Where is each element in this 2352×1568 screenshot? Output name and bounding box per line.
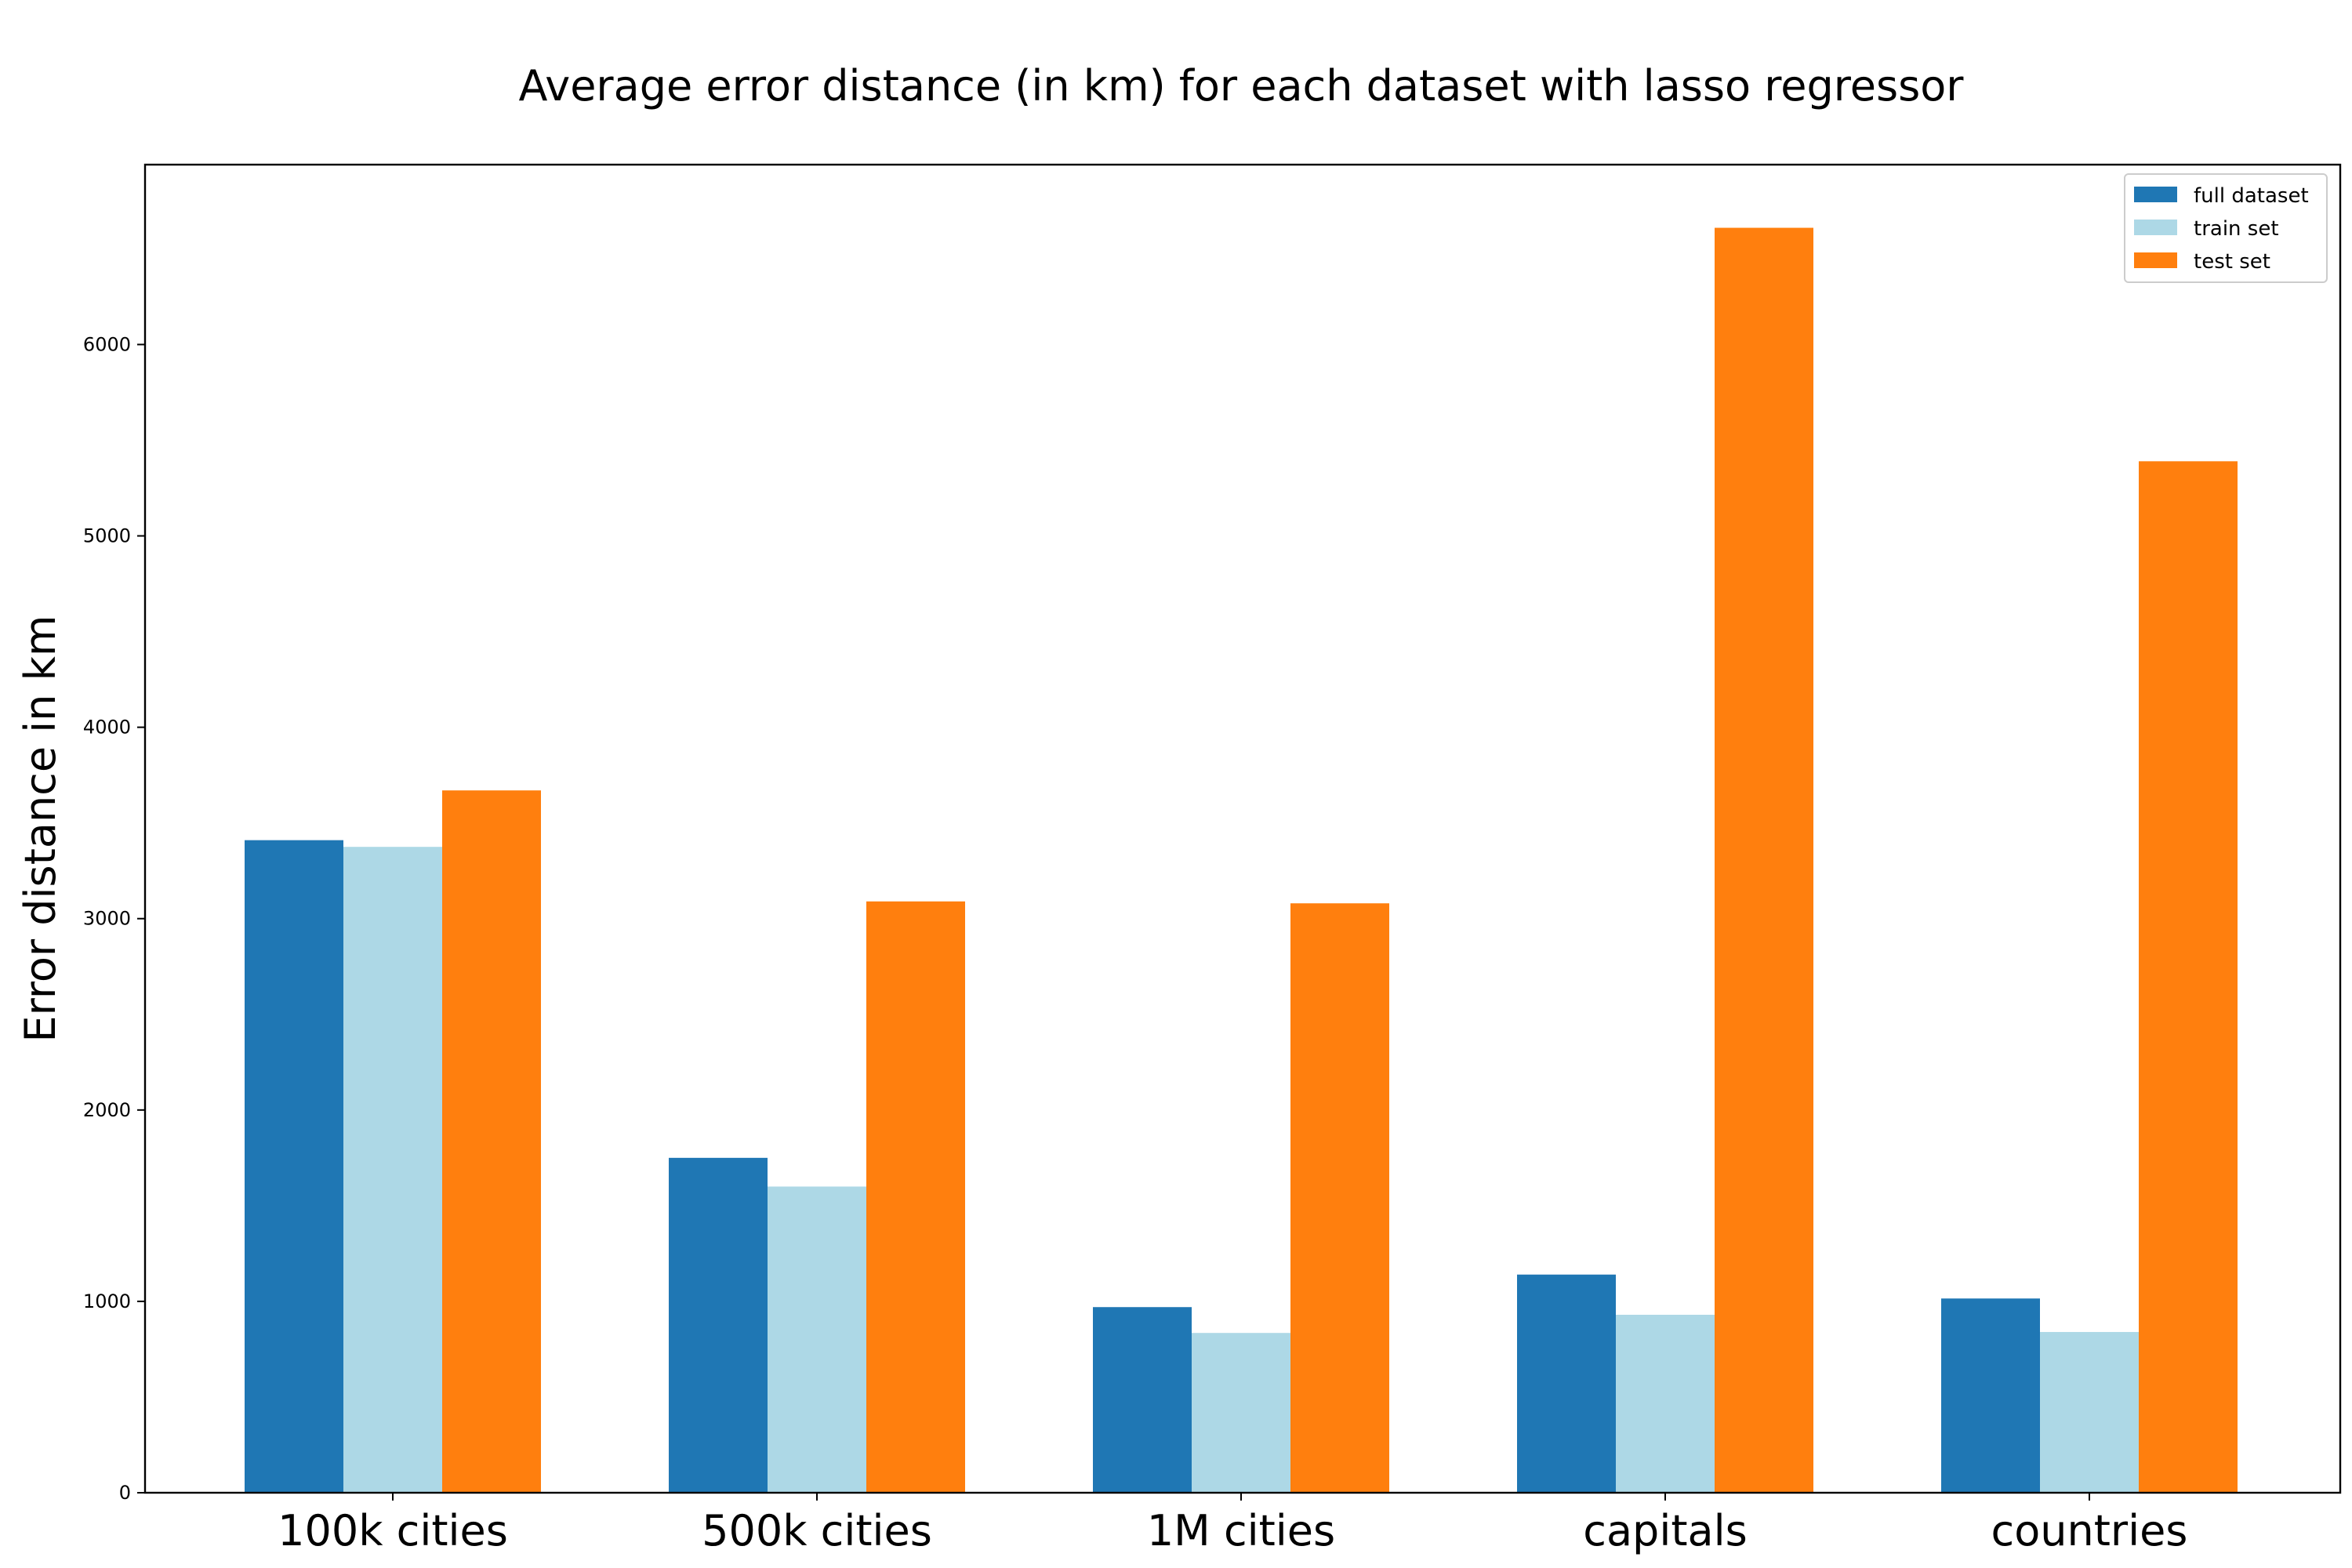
y-tick-label: 0 [119,1482,131,1504]
bar-train-set-1M-cities [1192,1333,1290,1493]
bar-full-dataset-capitals [1517,1274,1616,1493]
bar-full-dataset-100k-cities [245,840,343,1493]
bar-train-set-100k-cities [343,847,442,1493]
x-tick-label: 1M cities [1147,1506,1335,1555]
bar-test-set-100k-cities [442,790,541,1493]
y-tick-label: 3000 [83,908,131,930]
y-tick-label: 6000 [83,333,131,355]
y-axis: 0 1000 2000 3000 4000 5000 6000 [83,333,145,1504]
bar-train-set-500k-cities [768,1186,866,1493]
bar-test-set-capitals [1715,227,1813,1494]
chart-title: Average error distance (in km) for each … [518,61,1964,111]
legend: full dataset train set test set [2124,173,2328,283]
y-tick-label: 2000 [83,1099,131,1121]
bar-test-set-countries [2139,461,2238,1493]
x-tick-label: countries [1991,1506,2188,1555]
legend-label: test set [2194,250,2270,274]
x-tick-label: 500k cities [702,1506,932,1555]
y-axis-label: Error distance in km [16,615,65,1042]
y-tick-label: 4000 [83,717,131,739]
bars-layer [245,227,2238,1494]
legend-swatch [2134,220,2177,235]
x-tick-label: capitals [1583,1506,1747,1555]
bar-train-set-capitals [1616,1314,1715,1493]
bar-full-dataset-500k-cities [669,1157,768,1493]
y-tick-label: 1000 [83,1290,131,1312]
x-axis: 100k cities 500k cities 1M cities capitals c… [278,1493,2187,1555]
bar-train-set-countries [2040,1331,2139,1493]
y-tick-label: 5000 [83,525,131,547]
plot-frame [143,163,2342,1494]
legend-swatch [2134,252,2177,268]
bar-test-set-500k-cities [866,901,965,1493]
legend-swatch [2134,187,2177,202]
legend-label: train set [2194,217,2279,241]
legend-label: full dataset [2194,184,2309,208]
bar-test-set-1M-cities [1290,903,1389,1493]
bar-full-dataset-countries [1941,1298,2040,1493]
x-tick-label: 100k cities [278,1506,508,1555]
bar-full-dataset-1M-cities [1093,1307,1192,1493]
